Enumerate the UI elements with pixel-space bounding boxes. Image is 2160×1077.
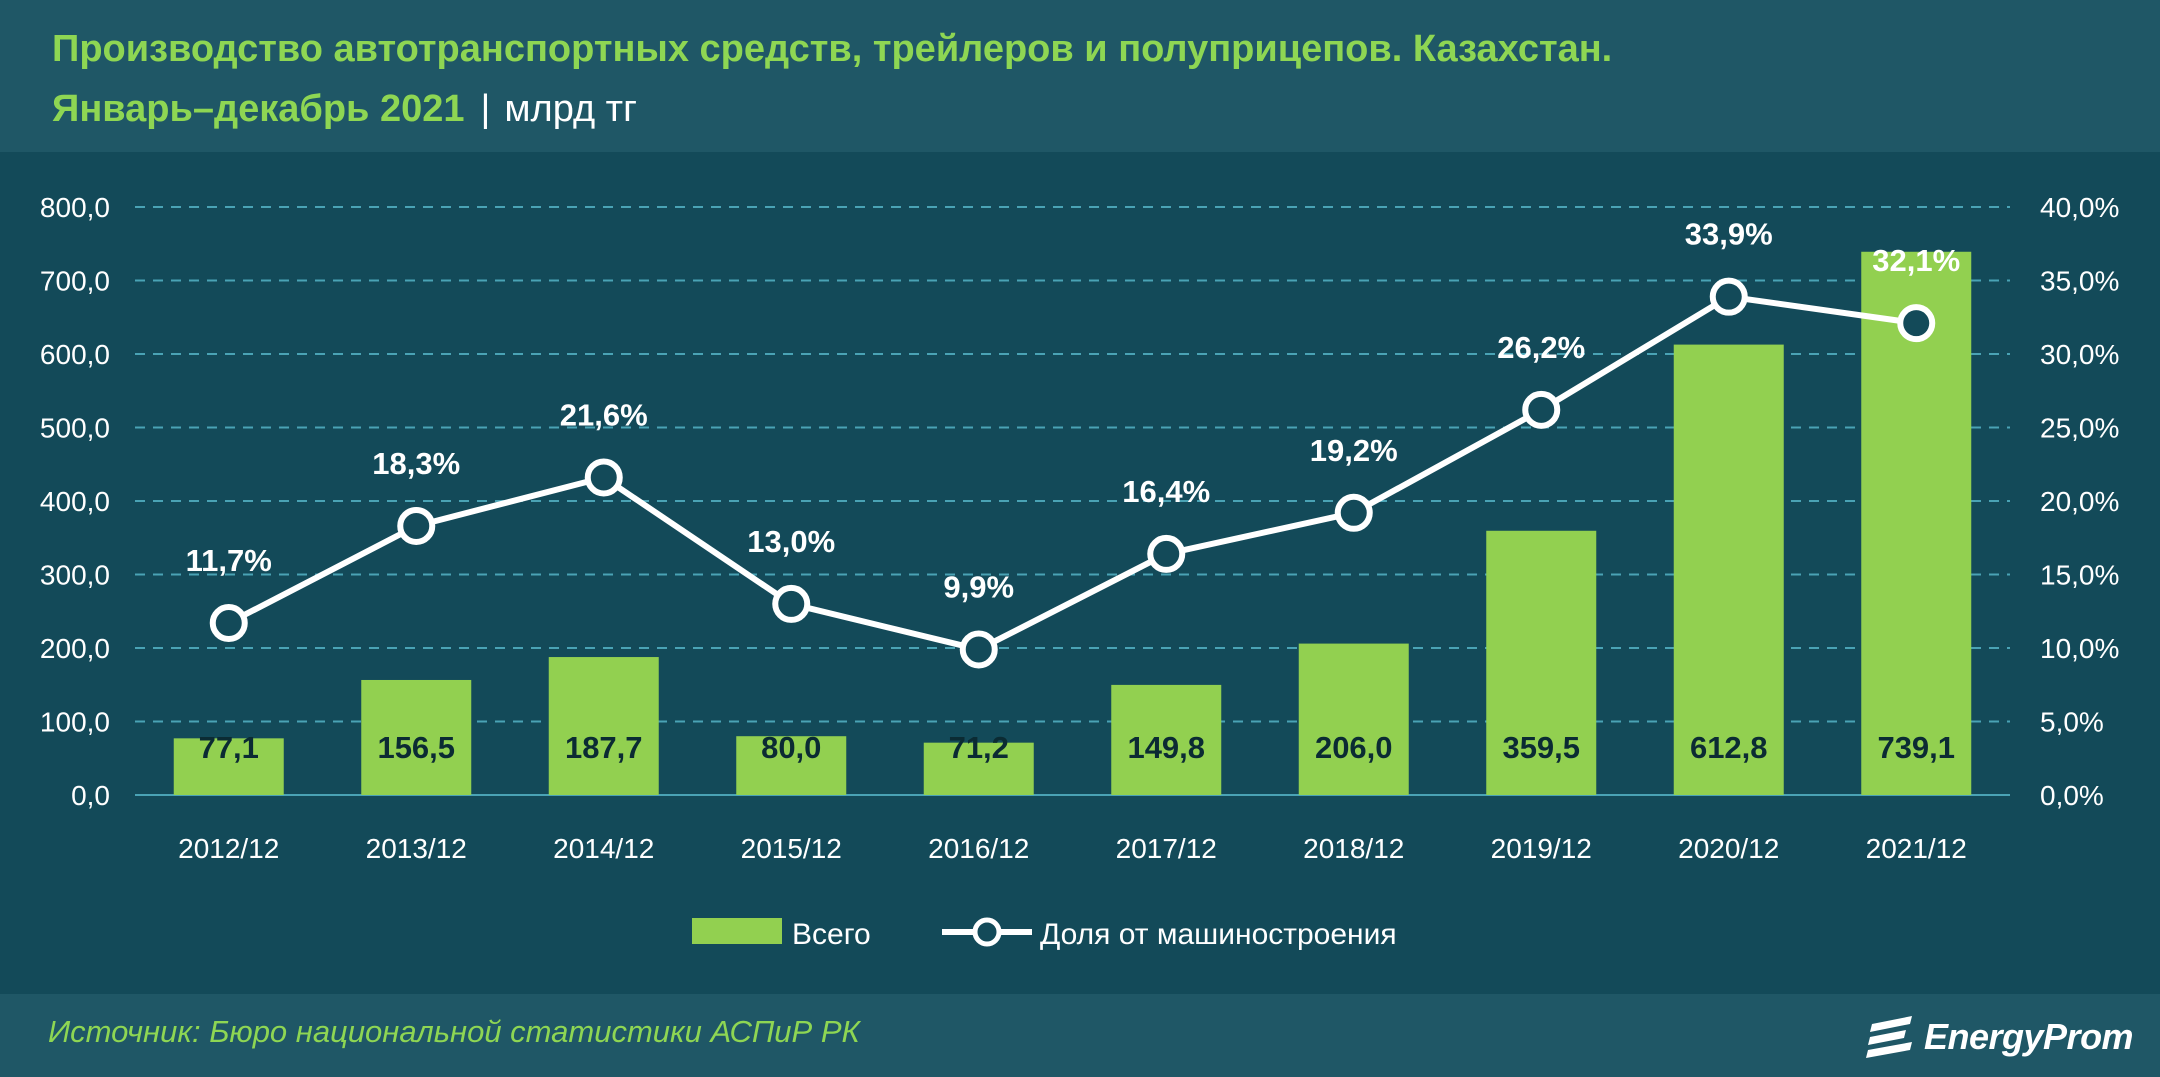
bar-data-label: 149,8: [1127, 730, 1205, 765]
line-data-label: 11,7%: [186, 543, 272, 578]
bar: [1861, 251, 1972, 796]
combo-chart: 0,0 100,0 200,0 300,0 400,0 500,0 600,0 700,0 80…: [40, 192, 2119, 951]
energyprom-logo: EnergyProm: [1862, 1006, 2134, 1064]
bar-data-label: 71,2: [949, 730, 1009, 765]
bar: [1486, 530, 1597, 795]
share-line: [227, 293, 1917, 653]
line-point: [772, 584, 811, 623]
x-axis-tick-label: 2013/12: [366, 833, 467, 864]
left-axis-tick-label: 300,0: [40, 560, 110, 591]
bar-data-label: 359,5: [1502, 730, 1580, 765]
line-data-label: 9,9%: [943, 569, 1014, 604]
bar: [548, 657, 659, 795]
right-axis-tick-label: 5,0%: [2040, 707, 2104, 738]
x-axis-tick-label: 2017/12: [1116, 833, 1217, 864]
line-data-label: 13,0%: [747, 524, 835, 559]
line-data-label: 26,2%: [1497, 330, 1585, 365]
line-data-label: 33,9%: [1685, 217, 1773, 252]
bar: [923, 742, 1034, 795]
line-data-label: 21,6%: [560, 397, 648, 432]
right-axis-tick-label: 35,0%: [2040, 266, 2119, 297]
title-separator: |: [480, 88, 491, 130]
right-axis-tick-label: 25,0%: [2040, 413, 2119, 444]
bar: [173, 738, 284, 795]
line-point: [1709, 277, 1748, 316]
bar: [1111, 684, 1222, 795]
line-point: [1147, 534, 1186, 573]
legend-label-share: Доля от машиностроения: [1040, 918, 1397, 951]
legend-label-total: Всего: [792, 918, 871, 951]
line-data-label: 32,1%: [1872, 243, 1960, 278]
line-point: [1897, 304, 1936, 343]
logo-text: EnergyProm: [1924, 1016, 2134, 1057]
bar-series: 77,1 156,5 187,7 80,0 71,2 149,8 206,0 359,5 612…: [173, 251, 1972, 796]
bar: [736, 736, 847, 795]
left-axis-tick-label: 500,0: [40, 413, 110, 444]
line-data-label: 18,3%: [372, 446, 460, 481]
x-axis-tick-label: 2018/12: [1303, 833, 1404, 864]
line-data-label: 19,2%: [1310, 433, 1398, 468]
line-point: [397, 506, 436, 545]
chart-period: Январь–декабрь 2021: [52, 88, 465, 130]
bar-data-label: 156,5: [377, 730, 455, 765]
x-axis-tick-label: 2012/12: [178, 833, 279, 864]
right-axis-tick-label: 0,0%: [2040, 780, 2104, 811]
source-panel: Источник: Бюро национальной статистики А…: [0, 994, 2160, 1077]
line-data-label: 16,4%: [1122, 474, 1210, 509]
energyprom-logo-icon: [1866, 1016, 1912, 1058]
title-panel: Производство автотранспортных средств, т…: [0, 0, 2160, 152]
bar-data-label: 80,0: [761, 730, 821, 765]
left-axis-tick-label: 400,0: [40, 486, 110, 517]
left-axis-tick-label: 100,0: [40, 707, 110, 738]
line-point: [209, 604, 248, 643]
legend: Всего Доля от машиностроения: [692, 917, 1397, 951]
bar-data-label: 187,7: [565, 730, 643, 765]
x-axis-tick-label: 2020/12: [1678, 833, 1779, 864]
x-axis-tick-label: 2015/12: [741, 833, 842, 864]
legend-bar-swatch: [692, 918, 782, 944]
x-axis-tick-label: 2021/12: [1866, 833, 1967, 864]
x-axis-tick-label: 2016/12: [928, 833, 1029, 864]
bar-data-label: 612,8: [1690, 730, 1768, 765]
line-point: [584, 458, 623, 497]
left-axis-tick-label: 700,0: [40, 266, 110, 297]
bar-data-label: 206,0: [1315, 730, 1393, 765]
line-series: 11,7% 18,3% 21,6% 13,0% 9,9% 16,4% 19,2% 26,2% 3…: [186, 217, 1960, 669]
bar-data-label: 739,1: [1877, 730, 1955, 765]
left-axis-tick-label: 800,0: [40, 192, 110, 223]
left-axis-tick-label: 200,0: [40, 633, 110, 664]
bar: [1673, 344, 1784, 795]
left-axis-ticks: 0,0 100,0 200,0 300,0 400,0 500,0 600,0 700,0 80…: [40, 192, 110, 811]
legend-line-marker: [972, 917, 1002, 947]
right-axis-tick-label: 30,0%: [2040, 339, 2119, 370]
bar: [1298, 643, 1409, 795]
right-axis-ticks: 0,0% 5,0% 10,0% 15,0% 20,0% 25,0% 30,0% 35,0% 40…: [2040, 192, 2119, 811]
chart-title-line1: Производство автотранспортных средств, т…: [52, 28, 1613, 70]
line-point: [1334, 493, 1373, 532]
right-axis-tick-label: 10,0%: [2040, 633, 2119, 664]
line-point: [959, 630, 998, 669]
right-axis-tick-label: 20,0%: [2040, 486, 2119, 517]
left-axis-tick-label: 600,0: [40, 339, 110, 370]
chart-unit: млрд тг: [504, 88, 637, 130]
line-point: [1522, 390, 1561, 429]
x-axis-tick-label: 2014/12: [553, 833, 654, 864]
source-note: Источник: Бюро национальной статистики А…: [48, 1014, 860, 1049]
bar-data-label: 77,1: [199, 730, 259, 765]
right-axis-tick-label: 15,0%: [2040, 560, 2119, 591]
bar: [361, 679, 472, 795]
right-axis-tick-label: 40,0%: [2040, 192, 2119, 223]
x-axis-ticks: 2012/12 2013/12 2014/12 2015/12 2016/12 2017/…: [178, 833, 1967, 864]
x-axis-tick-label: 2019/12: [1491, 833, 1592, 864]
left-axis-tick-label: 0,0: [71, 780, 110, 811]
chart-title-line2: Январь–декабрь 2021 | млрд тг: [52, 88, 637, 131]
